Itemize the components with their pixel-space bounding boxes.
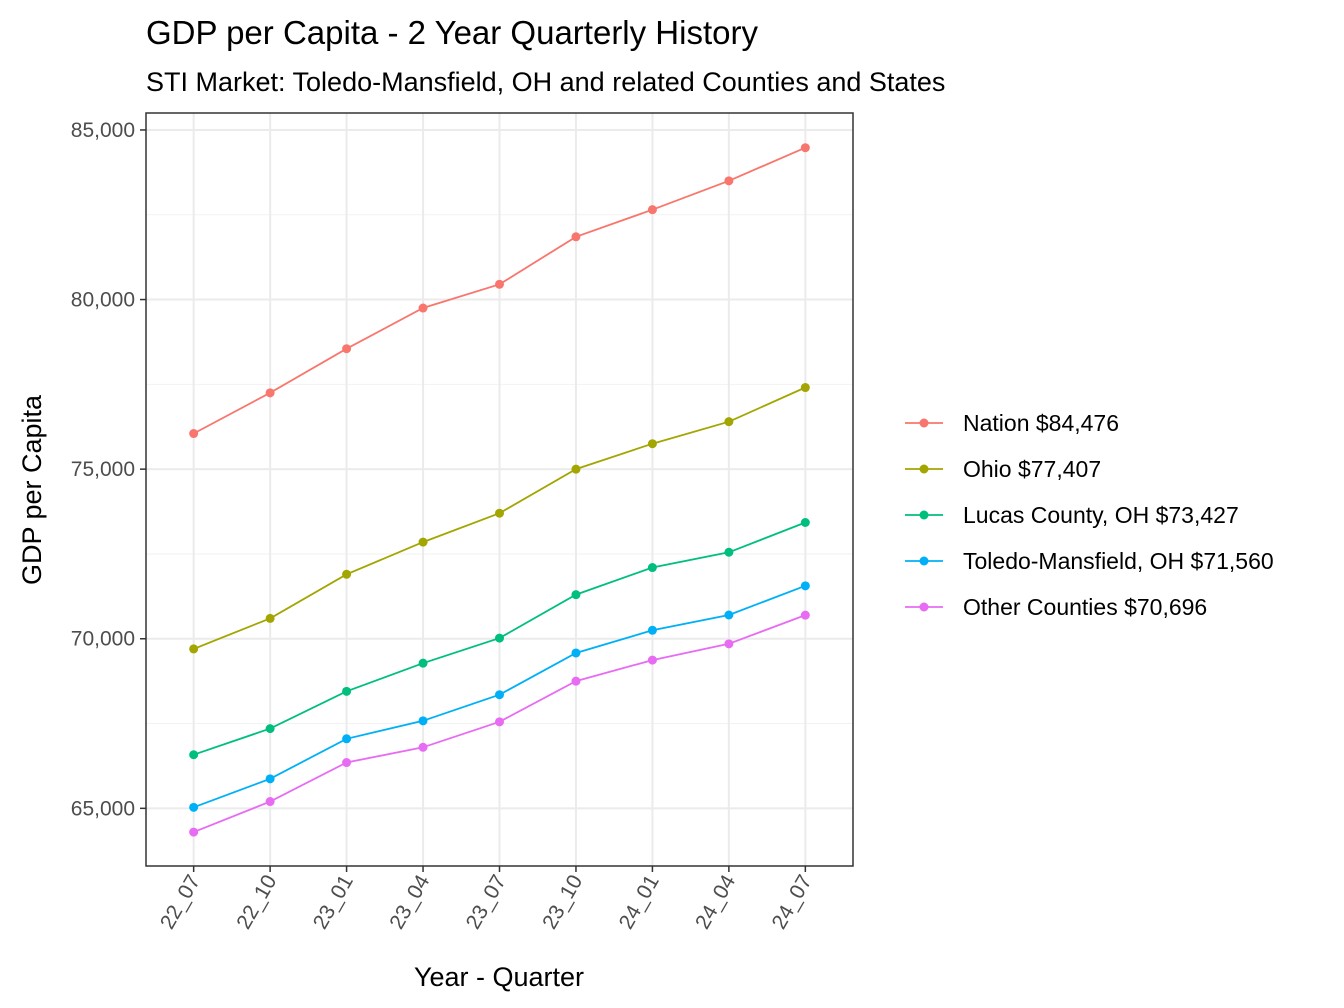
- data-point-s3-5: [495, 633, 504, 643]
- data-point-s5-4: [418, 742, 428, 752]
- data-point-s3-6: [571, 590, 581, 600]
- data-point-s5-2: [265, 797, 275, 807]
- plot-area: 65,000 70,000 75,000 80,000 85,000 22_07 22_10…: [71, 112, 854, 933]
- data-point-s3-3: [342, 686, 352, 696]
- chart-title: GDP per Capita - 2 Year Quarterly Histor…: [146, 14, 758, 51]
- data-point-s4-2: [265, 774, 275, 784]
- y-axis-title: GDP per Capita: [17, 394, 47, 585]
- legend-key-point: [919, 556, 929, 566]
- y-tick-label: 80,000: [71, 289, 135, 312]
- data-point-s5-5: [495, 717, 504, 727]
- legend-label: Ohio $77,407: [963, 456, 1101, 482]
- data-point-s3-7: [647, 563, 657, 573]
- legend-item: Ohio $77,407: [905, 456, 1101, 482]
- legend-key-point: [919, 418, 929, 428]
- y-tick-label: 70,000: [71, 628, 135, 651]
- legend-label: Lucas County, OH $73,427: [963, 502, 1239, 528]
- data-point-s5-8: [724, 639, 734, 649]
- x-tick-label: 24_04: [691, 871, 740, 933]
- data-point-s4-4: [418, 716, 428, 726]
- data-point-s5-3: [342, 758, 352, 768]
- legend-label: Other Counties $70,696: [963, 594, 1207, 620]
- x-tick-label: 23_01: [309, 871, 358, 933]
- data-point-s5-9: [800, 610, 810, 620]
- legend-item: Lucas County, OH $73,427: [905, 502, 1239, 528]
- data-point-s2-5: [495, 508, 504, 518]
- legend-item: Other Counties $70,696: [905, 594, 1207, 620]
- data-point-s1-6: [571, 232, 581, 242]
- data-point-s2-3: [342, 569, 352, 579]
- legend-label: Toledo-Mansfield, OH $71,560: [963, 548, 1274, 574]
- data-point-s5-7: [647, 655, 657, 665]
- x-tick-label: 22_07: [156, 871, 205, 933]
- x-tick-label: 24_07: [768, 871, 817, 933]
- data-point-s4-8: [724, 610, 734, 620]
- data-point-s1-3: [342, 344, 352, 354]
- data-point-s1-9: [800, 143, 810, 153]
- legend-key-point: [919, 602, 929, 612]
- chart-subtitle: STI Market: Toledo-Mansfield, OH and rel…: [146, 67, 945, 97]
- data-point-s3-2: [265, 724, 275, 734]
- legend-key-point: [919, 464, 929, 474]
- data-point-s4-7: [647, 625, 657, 635]
- legend-item: Nation $84,476: [905, 410, 1119, 436]
- data-point-s2-6: [571, 464, 581, 474]
- x-tick-label: 24_01: [615, 871, 664, 933]
- x-tick-label: 22_10: [232, 871, 281, 933]
- data-point-s2-9: [800, 383, 810, 393]
- data-point-s3-4: [418, 658, 428, 668]
- legend-item: Toledo-Mansfield, OH $71,560: [905, 548, 1274, 574]
- data-point-s1-4: [418, 303, 428, 313]
- data-point-s5-1: [189, 827, 199, 837]
- data-point-s3-8: [724, 547, 734, 557]
- y-tick-label: 75,000: [71, 458, 135, 481]
- data-point-s4-6: [571, 648, 581, 658]
- data-point-s4-1: [189, 802, 199, 812]
- data-point-s2-1: [189, 644, 199, 654]
- data-point-s4-3: [342, 734, 352, 744]
- data-point-s4-5: [495, 690, 504, 700]
- y-tick-label: 85,000: [71, 119, 135, 142]
- y-tick-label: 65,000: [71, 797, 135, 820]
- legend-key-point: [919, 510, 929, 520]
- data-point-s2-2: [265, 613, 275, 623]
- data-point-s1-5: [495, 279, 504, 289]
- data-point-s2-4: [418, 537, 428, 547]
- data-point-s2-7: [647, 439, 657, 449]
- x-axis-title: Year - Quarter: [414, 962, 584, 992]
- data-point-s3-9: [800, 518, 810, 528]
- data-point-s1-7: [647, 205, 657, 215]
- data-point-s4-9: [800, 581, 810, 591]
- x-tick-label: 23_10: [538, 871, 587, 933]
- data-point-s1-2: [265, 388, 275, 398]
- data-point-s3-1: [189, 750, 199, 760]
- data-point-s2-8: [724, 417, 734, 427]
- data-point-s5-6: [571, 676, 581, 686]
- legend: Nation $84,476 Ohio $77,407 Lucas County, …: [905, 410, 1274, 620]
- data-point-s1-1: [189, 429, 199, 439]
- data-point-s1-8: [724, 176, 734, 186]
- legend-label: Nation $84,476: [963, 410, 1119, 436]
- x-tick-label: 23_07: [462, 871, 511, 933]
- x-tick-label: 23_04: [385, 871, 434, 933]
